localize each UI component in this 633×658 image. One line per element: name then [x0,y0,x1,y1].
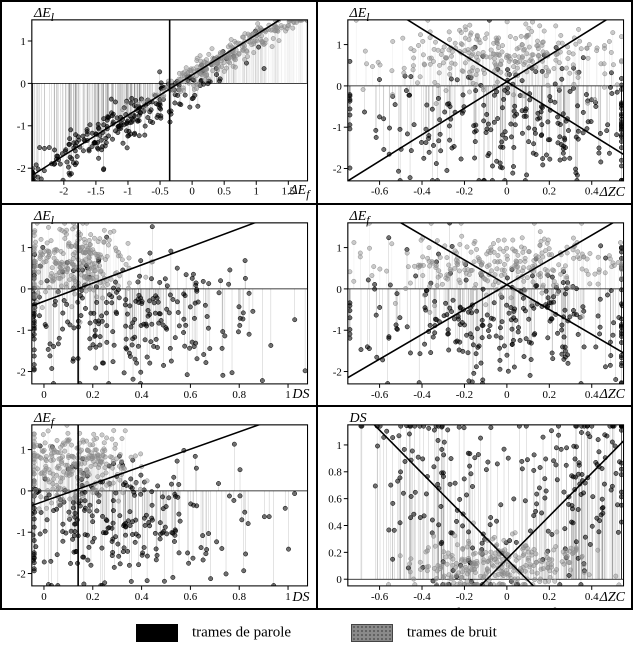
svg-text:-2: -2 [332,163,341,175]
panel-5-xlabel: ΔZC [600,590,625,606]
legend-label-bruit: trames de bruit [407,624,497,640]
svg-text:1: 1 [336,40,341,52]
svg-text:-2: -2 [17,366,26,378]
swatch-parole [136,624,178,642]
panel-5-ylabel: DS [350,411,367,427]
svg-text:1: 1 [20,36,25,48]
panel-4: 00.20.40.60.81-2-101 ΔEf DS [1,406,317,609]
panel-5: -0.6-0.4-0.200.20.400.20.40.60.81 DS ΔZC [317,406,633,609]
svg-text:1: 1 [285,388,290,400]
panel-4-ylabel: ΔEf [34,411,54,429]
svg-text:-1: -1 [332,325,341,337]
svg-text:0: 0 [504,388,510,400]
svg-text:0.2: 0.2 [542,388,556,400]
svg-text:-0.6: -0.6 [370,186,388,198]
panel-1-ylabel: ΔEl [350,6,370,24]
svg-text:1: 1 [336,242,341,254]
panel-3-svg: -0.6 -0.4 -0.2 0 0.2 0.4 -2 -1 0 1 [318,205,632,406]
svg-text:-1: -1 [332,122,341,134]
svg-text:-1: -1 [17,121,26,133]
panel-0-xlabel: ΔEf [289,183,309,201]
swatch-bruit [351,624,393,642]
svg-text:0.8: 0.8 [232,388,246,400]
legend-item-bruit: trames de bruit [351,624,497,642]
svg-text:0: 0 [336,81,342,93]
svg-text:-2: -2 [332,366,341,378]
panel-0-ylabel: ΔEl [34,6,54,24]
svg-text:0.4: 0.4 [135,388,149,400]
svg-text:0.6: 0.6 [184,388,198,400]
panel-4-svg: 00.20.40.60.81-2-101 [2,407,316,608]
svg-text:-2: -2 [59,186,68,198]
svg-text:0: 0 [20,284,26,296]
svg-text:-0.4: -0.4 [413,388,431,400]
panel-2-ylabel: ΔEl [34,209,54,227]
svg-text:0: 0 [20,78,26,90]
svg-text:1: 1 [254,186,259,198]
svg-text:0.4: 0.4 [584,186,598,198]
svg-text:0.5: 0.5 [217,186,231,198]
panel-1-svg: -0.6 -0.4 -0.2 0 0.2 0.4 -2 -1 0 1 [318,2,632,203]
legend-label-parole: trames de parole [192,624,291,640]
panel-4-xlabel: DS [292,590,309,606]
svg-text:-0.2: -0.2 [455,186,472,198]
svg-text:-0.4: -0.4 [413,186,431,198]
panel-1-xlabel: ΔZC [600,185,625,201]
legend-item-parole: trames de parole [136,624,291,642]
svg-text:-0.6: -0.6 [370,388,388,400]
panel-2: 0 0.2 0.4 0.6 0.8 1 -2 -1 0 1 ΔEl DS [1,204,317,407]
svg-text:-0.5: -0.5 [151,186,169,198]
panel-3: -0.6 -0.4 -0.2 0 0.2 0.4 -2 -1 0 1 ΔEf ΔZC [317,204,633,407]
svg-text:-1.5: -1.5 [87,186,105,198]
svg-text:0: 0 [189,186,195,198]
svg-text:1: 1 [20,242,25,254]
panel-3-xlabel: ΔZC [600,387,625,403]
svg-text:-1: -1 [123,186,132,198]
svg-text:0: 0 [336,284,342,296]
svg-text:0: 0 [41,388,47,400]
scatter-grid: -2-1.5-1-0.500.511.5-2-101 ΔEl ΔEf -0.6-… [0,0,633,610]
panel-3-ylabel: ΔEf [350,209,370,227]
svg-text:0.2: 0.2 [86,388,100,400]
svg-text:0.2: 0.2 [542,186,556,198]
panel-0: -2-1.5-1-0.500.511.5-2-101 ΔEl ΔEf [1,1,317,204]
panel-2-xlabel: DS [292,387,309,403]
panel-1: -0.6 -0.4 -0.2 0 0.2 0.4 -2 -1 0 1 ΔEl ΔZC [317,1,633,204]
panel-5-svg: -0.6-0.4-0.200.20.400.20.40.60.81 [318,407,632,608]
svg-text:-1: -1 [17,325,26,337]
svg-text:0: 0 [504,186,510,198]
svg-text:-0.2: -0.2 [455,388,472,400]
svg-text:0.4: 0.4 [584,388,598,400]
legend: trames de parole trames de bruit [0,610,633,656]
panel-2-svg: 0 0.2 0.4 0.6 0.8 1 -2 -1 0 1 [2,205,316,406]
panel-0-svg: -2-1.5-1-0.500.511.5-2-101 [2,2,316,203]
svg-text:-2: -2 [17,163,26,175]
